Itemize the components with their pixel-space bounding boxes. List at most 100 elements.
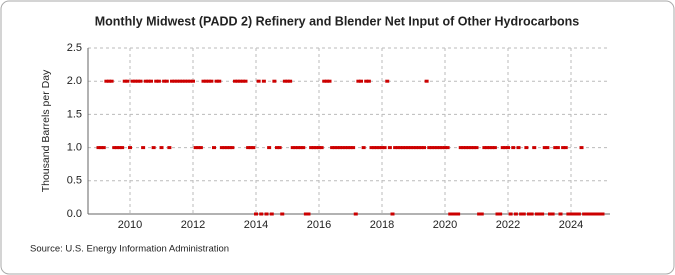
point — [440, 146, 445, 150]
point — [529, 212, 534, 216]
point — [590, 212, 594, 216]
point — [135, 79, 140, 83]
point — [248, 146, 253, 150]
point — [466, 146, 471, 150]
point — [377, 146, 382, 150]
point — [112, 146, 117, 150]
point — [427, 146, 432, 150]
point — [117, 146, 122, 150]
point — [175, 79, 180, 83]
x-tick-label: 2020 — [433, 219, 457, 231]
point — [359, 79, 363, 83]
point — [498, 212, 503, 216]
point — [519, 212, 524, 216]
point — [521, 212, 526, 216]
point — [230, 146, 235, 150]
point — [587, 212, 592, 216]
x-tick-label: 2010 — [118, 219, 142, 231]
point — [351, 146, 356, 150]
point — [280, 212, 285, 216]
point — [356, 79, 361, 83]
point — [198, 146, 203, 150]
point — [188, 79, 193, 83]
point — [185, 79, 190, 83]
point — [545, 146, 550, 150]
point — [101, 146, 106, 150]
point — [107, 79, 111, 83]
point — [290, 146, 295, 150]
point — [180, 79, 185, 83]
point — [542, 146, 547, 150]
point — [130, 79, 135, 83]
point — [156, 79, 161, 83]
point — [432, 146, 437, 150]
point — [240, 79, 245, 83]
point — [482, 146, 487, 150]
point — [125, 79, 130, 83]
y-tick-label: 1.5 — [67, 108, 82, 120]
point — [595, 212, 600, 216]
point — [450, 212, 455, 216]
point — [309, 146, 314, 150]
point — [306, 212, 311, 216]
point — [563, 146, 568, 150]
x-tick-label: 2022 — [496, 219, 520, 231]
point — [424, 79, 429, 83]
point — [492, 146, 497, 150]
point — [311, 146, 316, 150]
point — [495, 212, 500, 216]
x-tick-label: 2024 — [559, 219, 583, 231]
point — [490, 146, 495, 150]
point — [324, 79, 329, 83]
point — [348, 146, 353, 150]
point — [222, 146, 227, 150]
point — [204, 79, 209, 83]
point — [464, 146, 468, 150]
x-tick-label: 2014 — [244, 219, 268, 231]
point — [561, 146, 566, 150]
point — [335, 146, 340, 150]
point — [571, 212, 576, 216]
point — [285, 79, 290, 83]
point — [338, 146, 342, 150]
point — [398, 146, 403, 150]
point — [96, 146, 101, 150]
chart-title: Monthly Midwest (PADD 2) Refinery and Bl… — [95, 14, 580, 28]
point — [555, 146, 560, 150]
point — [387, 146, 392, 150]
y-tick-label: 2.5 — [67, 42, 82, 54]
point — [453, 212, 458, 216]
point — [201, 79, 206, 83]
point — [558, 212, 563, 216]
point — [485, 146, 489, 150]
point — [293, 146, 298, 150]
point — [151, 146, 156, 150]
point — [154, 79, 159, 83]
point — [109, 79, 114, 83]
point — [479, 212, 484, 216]
point — [209, 79, 214, 83]
point — [138, 79, 143, 83]
point — [503, 146, 508, 150]
y-tick-label: 0.0 — [67, 208, 82, 220]
point — [537, 212, 542, 216]
point — [267, 146, 272, 150]
point — [277, 146, 282, 150]
point — [141, 146, 146, 150]
point — [456, 212, 461, 216]
point — [500, 146, 505, 150]
point — [99, 146, 104, 150]
point — [251, 146, 256, 150]
point — [146, 79, 151, 83]
point — [369, 146, 374, 150]
point — [372, 146, 377, 150]
point — [469, 146, 474, 150]
point — [128, 146, 132, 150]
point — [411, 146, 416, 150]
point — [177, 79, 182, 83]
point — [471, 146, 476, 150]
point — [264, 212, 269, 216]
point — [569, 212, 573, 216]
point — [191, 79, 195, 83]
point — [167, 146, 172, 150]
